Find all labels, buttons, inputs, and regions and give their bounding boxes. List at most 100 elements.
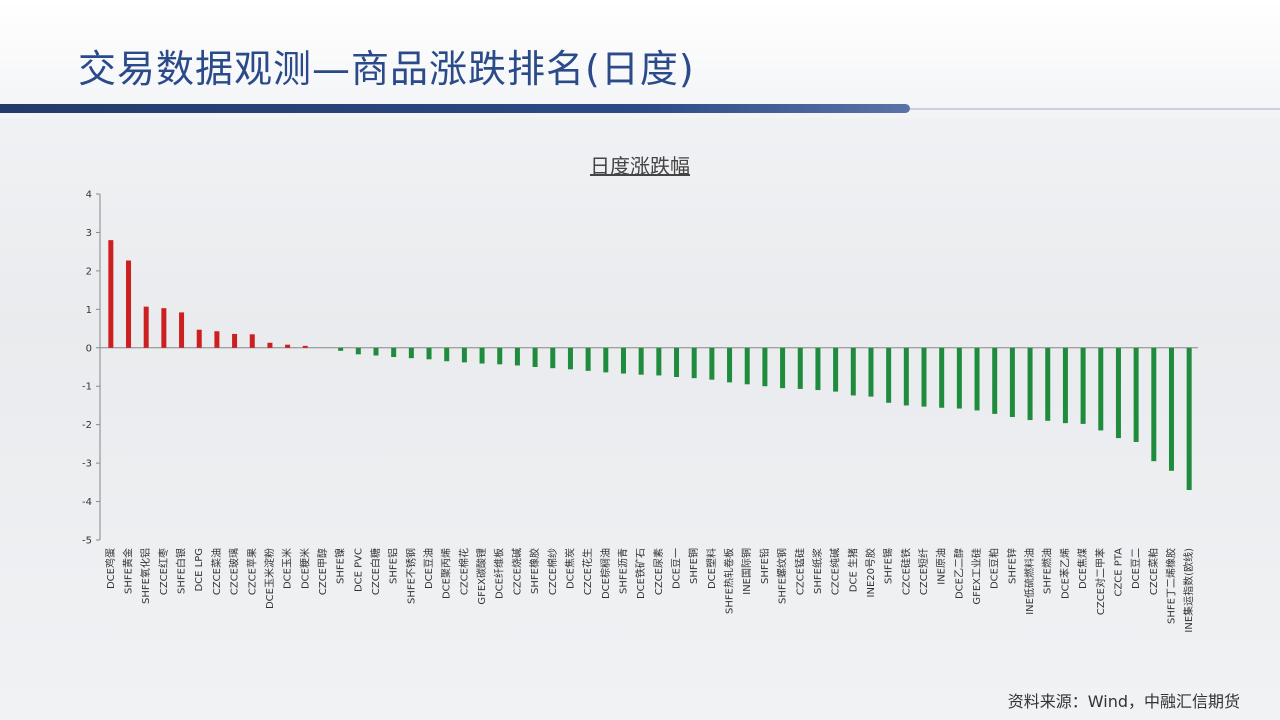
- category-label: CZCE红枣: [157, 548, 170, 595]
- category-label: DCE纤维板: [493, 548, 506, 599]
- category-label: DCE塑料: [705, 548, 718, 589]
- bar: [603, 347, 609, 373]
- category-label: DCE焦炭: [563, 548, 576, 589]
- bar: [161, 308, 167, 348]
- header-accent-bar: [0, 104, 910, 113]
- category-label: DCE玉米: [281, 548, 294, 589]
- bar: [903, 347, 909, 406]
- bar: [1009, 347, 1015, 417]
- bar: [780, 347, 786, 389]
- category-label: SHFE铜: [688, 548, 700, 584]
- category-label: SHFE沥青: [616, 548, 629, 594]
- bar: [620, 347, 626, 374]
- bar: [939, 347, 945, 408]
- y-tick-label: -3: [82, 459, 92, 470]
- bar: [1045, 347, 1051, 421]
- category-label: CZCE花生: [581, 548, 594, 595]
- bar: [727, 347, 733, 383]
- bar: [815, 347, 821, 391]
- y-tick-label: 0: [86, 343, 92, 354]
- category-label: DCE鸡蛋: [104, 548, 117, 589]
- category-label: CZCE纯碱: [829, 548, 842, 595]
- bar: [992, 347, 998, 414]
- bar: [126, 260, 132, 348]
- bar: [444, 347, 450, 362]
- category-label: SHFE热轧卷板: [723, 548, 736, 614]
- category-label: DCE苯乙烯: [1058, 548, 1071, 599]
- category-label: DCE焦煤: [1076, 548, 1089, 589]
- bar: [179, 312, 185, 348]
- chart-bars-layer: [108, 240, 1192, 491]
- category-label: CZCE对二甲苯: [1094, 548, 1107, 615]
- category-label: SHFE锌: [1005, 548, 1018, 584]
- category-label: DCE乙二醇: [952, 548, 965, 599]
- category-label: SHFE氧化铝: [139, 548, 152, 604]
- category-label: SHFE纸浆: [811, 548, 824, 594]
- bar: [956, 347, 962, 409]
- bar: [585, 347, 591, 371]
- bar: [868, 347, 874, 397]
- bar: [1186, 347, 1192, 491]
- category-label: DCE玉米淀粉: [263, 548, 276, 609]
- bar: [1151, 347, 1157, 462]
- bar: [514, 347, 520, 366]
- category-label: DCE豆一: [671, 548, 683, 589]
- bar: [1133, 347, 1139, 442]
- category-label: CZCE棉花: [457, 548, 470, 595]
- category-label: SHFE白银: [175, 548, 188, 594]
- category-label: DCE豆二: [1130, 548, 1142, 589]
- header-divider-line: [910, 108, 1280, 110]
- y-tick-label: 2: [86, 266, 92, 277]
- y-tick-label: -2: [82, 420, 92, 431]
- category-label: GFEX工业硅: [970, 548, 983, 605]
- category-label: DCE PVC: [353, 548, 364, 592]
- bar: [408, 347, 414, 359]
- header-band: [0, 0, 1280, 118]
- bar: [338, 347, 344, 351]
- category-label: SHFE铝: [388, 548, 400, 584]
- bar: [567, 347, 573, 370]
- category-label: INE原油: [935, 548, 948, 585]
- bar: [391, 347, 397, 358]
- category-label: SHFE螺纹钢: [776, 548, 789, 604]
- bar: [355, 347, 361, 355]
- y-tick-label: -4: [82, 497, 92, 508]
- bar: [1115, 347, 1121, 439]
- chart-axis-layer: 4 3 2 1 0 -1 -2 -3 -4 -5: [82, 190, 1198, 547]
- category-label: INE国际铜: [741, 548, 753, 595]
- category-label: CZCE烧碱: [510, 548, 523, 595]
- bar: [285, 344, 291, 348]
- category-label: CZCE短纤: [917, 548, 930, 595]
- category-label: DCE 生猪: [846, 548, 859, 592]
- bar: [532, 347, 538, 367]
- bar: [1168, 347, 1174, 471]
- category-label: SHFE燃油: [1041, 548, 1054, 594]
- category-label: CZCE硅铁: [899, 548, 912, 595]
- bar: [267, 342, 273, 348]
- category-label: DCE铁矿石: [634, 548, 647, 599]
- category-label: CZCE甲醇: [316, 548, 329, 595]
- category-label: GFEX碳酸锂: [475, 548, 488, 605]
- category-label: CZCE锰硅: [793, 548, 806, 595]
- category-label: CZCE尿素: [652, 548, 665, 595]
- bar: [550, 347, 556, 369]
- category-label: CZCE菜粕: [1147, 548, 1160, 595]
- category-label: INE低硫燃料油: [1023, 548, 1036, 615]
- y-tick-label: 4: [86, 190, 92, 201]
- bar: [833, 347, 839, 392]
- y-tick-label: -5: [82, 536, 92, 547]
- bar: [974, 347, 980, 411]
- category-label: INE集运指数(欧线): [1182, 548, 1195, 633]
- category-label: INE20号胶: [864, 548, 877, 597]
- bar: [674, 347, 680, 377]
- category-label: DCE粳米: [298, 548, 311, 589]
- bar: [426, 347, 432, 360]
- category-label: DCE聚丙烯: [440, 548, 453, 599]
- bar: [1027, 347, 1033, 421]
- bar: [479, 347, 485, 364]
- category-label: CZCE菜油: [210, 548, 223, 595]
- category-label: CZCE棉纱: [546, 548, 559, 595]
- bar: [1080, 347, 1086, 424]
- category-label: SHFE镍: [334, 548, 347, 584]
